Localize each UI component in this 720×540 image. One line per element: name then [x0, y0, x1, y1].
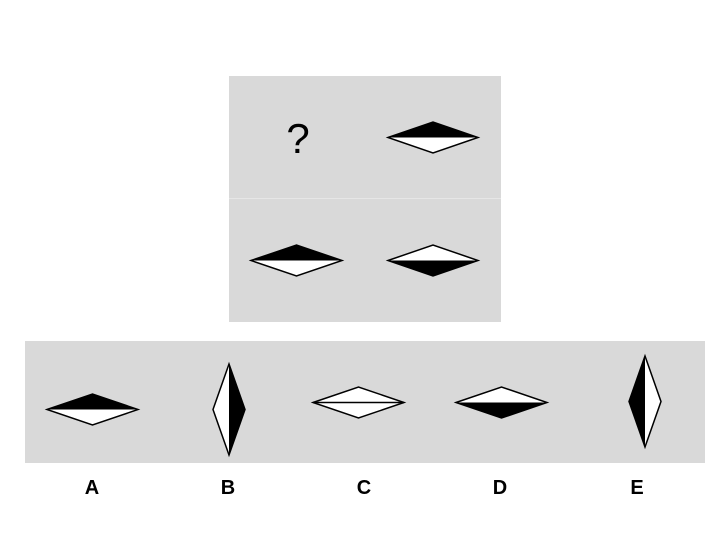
option-c-diamond[interactable]: [312, 386, 405, 419]
option-e-label[interactable]: E: [617, 476, 657, 500]
matrix-cell-bottom-right-diamond: [387, 244, 479, 277]
option-c-label[interactable]: C: [344, 476, 384, 500]
matrix-row-divider: [229, 198, 501, 199]
question-mark: ?: [283, 116, 313, 162]
option-b-label[interactable]: B: [208, 476, 248, 500]
option-d-label[interactable]: D: [480, 476, 520, 500]
matrix-cell-bottom-left-diamond: [250, 244, 343, 277]
matrix-cell-top-right-diamond: [387, 121, 479, 154]
option-e-diamond[interactable]: [628, 355, 662, 448]
puzzle-matrix-panel: [229, 76, 501, 322]
option-d-diamond[interactable]: [455, 386, 548, 419]
option-a-diamond[interactable]: [46, 393, 139, 426]
option-a-label[interactable]: A: [72, 476, 112, 500]
option-b-diamond[interactable]: [212, 363, 246, 456]
